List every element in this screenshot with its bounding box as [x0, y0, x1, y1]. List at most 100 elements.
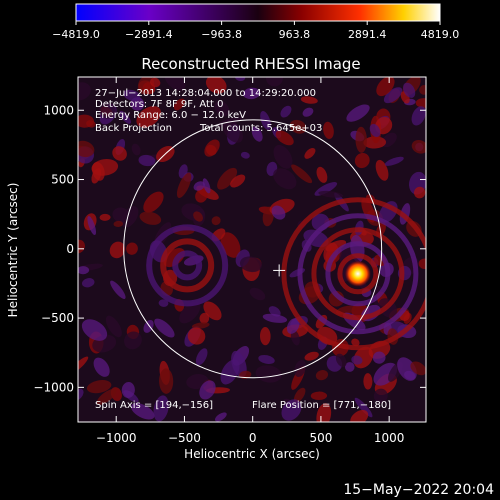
heatmap-blob	[302, 107, 314, 117]
flare-ring	[311, 227, 405, 321]
heatmap-blob	[96, 388, 117, 405]
heatmap-blob	[410, 361, 426, 376]
heatmap-blob	[211, 216, 221, 226]
heatmap-blob	[199, 312, 210, 324]
heatmap-blob	[98, 101, 116, 119]
heatmap-blob	[255, 365, 282, 383]
heatmap-blob	[195, 189, 208, 203]
heatmap-blob	[384, 156, 404, 166]
heatmap-blob	[78, 114, 95, 128]
heatmap-blob	[164, 77, 186, 91]
y-axis-label: Heliocentric Y (arcsec)	[6, 183, 20, 318]
heatmap-blob	[113, 220, 124, 227]
y-tick-label: 0	[66, 242, 74, 256]
heatmap-image	[78, 77, 426, 422]
heatmap-blob	[290, 329, 300, 346]
heatmap-blob	[351, 338, 360, 347]
heatmap-blob	[130, 403, 155, 420]
heatmap-blob	[159, 368, 174, 394]
heatmap-blob	[249, 287, 266, 301]
chart-title: Reconstructed RHESSI Image	[141, 55, 360, 73]
heatmap-blob	[240, 151, 250, 159]
heatmap-blob	[81, 319, 108, 341]
heatmap-blob	[93, 357, 110, 377]
heatmap-blob	[419, 85, 426, 95]
heatmap-blob	[304, 351, 319, 361]
heatmap-blob	[143, 319, 154, 333]
colorbar-tick-label: 963.8	[279, 28, 311, 41]
heatmap-blob	[202, 178, 211, 194]
heatmap-blob	[300, 96, 318, 104]
heatmap-blob	[335, 353, 347, 368]
y-tick-label: −1000	[33, 380, 74, 394]
heatmap-blob	[280, 105, 292, 118]
x-tick-label: −500	[168, 431, 201, 445]
heatmap-blob	[138, 154, 156, 167]
heatmap-blob	[191, 322, 210, 329]
heatmap-blob	[315, 370, 329, 381]
heatmap-blob	[316, 166, 328, 183]
x-tick-label: 1000	[374, 431, 405, 445]
heatmap-blob	[78, 140, 95, 158]
heatmap-blob	[173, 98, 185, 111]
heatmap-blob	[376, 77, 395, 97]
heatmap-blob	[286, 318, 300, 334]
x-tick-label: −1000	[96, 431, 137, 445]
heatmap-blob	[403, 82, 416, 98]
colorbar-ticks: −4819.0 −2891.4 −963.8 963.8 2891.4 4819.0	[52, 21, 459, 41]
y-tick-label: −500	[41, 311, 74, 325]
x-tick-label: 0	[249, 431, 257, 445]
heatmap-blob	[176, 172, 192, 199]
heatmap-blob	[346, 104, 370, 122]
flare-source	[344, 260, 371, 287]
heatmap-blob	[372, 351, 386, 364]
heatmap-blob	[109, 241, 126, 259]
heatmap-blob	[86, 380, 112, 394]
y-tick-label: 500	[51, 173, 74, 187]
heatmap-blob	[203, 301, 222, 321]
heatmap-blob	[105, 315, 122, 338]
heatmap-blob	[310, 391, 328, 401]
heatmap-blob	[273, 168, 297, 190]
heatmap-blob	[411, 139, 426, 154]
spin-axis-marker	[273, 264, 286, 277]
heatmap-blob	[275, 130, 294, 146]
heatmap-blob	[258, 354, 275, 365]
heatmap-blob	[78, 82, 91, 101]
heatmap-blob	[131, 143, 141, 156]
heatmap-blob	[119, 110, 131, 124]
heatmap-blob	[153, 395, 169, 422]
heatmap-blob	[195, 348, 208, 366]
heatmap-blob	[354, 152, 370, 169]
heatmap-blob	[273, 144, 293, 169]
heatmap-blob	[123, 89, 141, 101]
flare-ring	[325, 241, 391, 307]
heatmap-blob	[150, 77, 161, 88]
heatmap-blob	[354, 397, 373, 418]
annotation-detectors: Detectors: 7F 8F 9F, Att 0	[95, 99, 223, 110]
heatmap-blob	[81, 278, 95, 288]
heatmap-blob	[124, 331, 142, 350]
y-axis-ticks: 1000 500 0 −500 −1000	[33, 103, 426, 394]
heatmap-blob	[154, 318, 175, 338]
colorbar-tick-label: 4819.0	[421, 28, 460, 41]
heatmap-blob	[369, 123, 381, 138]
heatmap-blob	[262, 313, 288, 323]
heatmap-blob	[158, 299, 169, 307]
heatmap-blob	[243, 87, 261, 100]
heatmap-blob	[214, 100, 230, 117]
heatmap-blob	[373, 388, 388, 404]
ring-pattern	[172, 250, 203, 281]
heatmap-blob	[318, 190, 344, 198]
heatmap-blob	[293, 387, 306, 403]
plot-frame	[77, 76, 427, 423]
heatmap-blob	[239, 256, 262, 273]
heatmap-blob	[193, 211, 203, 222]
colorbar	[75, 3, 441, 22]
heatmap-blob	[323, 121, 334, 139]
heatmap-blob	[87, 216, 97, 235]
heatmap-blob	[121, 381, 135, 399]
heatmap-blob	[383, 87, 403, 104]
heatmap-blob	[205, 77, 227, 94]
heatmap-blob	[199, 380, 216, 400]
